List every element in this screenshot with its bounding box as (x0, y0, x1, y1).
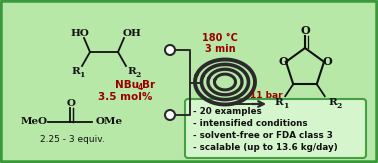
Text: 180 °C: 180 °C (202, 33, 238, 43)
Text: 2: 2 (336, 102, 341, 110)
Text: 11 bar: 11 bar (250, 91, 283, 101)
Text: HO: HO (71, 30, 90, 38)
Text: 1: 1 (283, 102, 288, 110)
Text: Br: Br (142, 80, 155, 90)
Text: - 20 examples: - 20 examples (193, 108, 262, 117)
Text: 3 min: 3 min (205, 44, 235, 54)
Text: 3.5 mol%: 3.5 mol% (98, 92, 152, 102)
FancyBboxPatch shape (185, 99, 366, 158)
Text: - intensified conditions: - intensified conditions (193, 119, 308, 128)
Text: MeO: MeO (21, 118, 48, 126)
Text: - solvent-free or FDA class 3: - solvent-free or FDA class 3 (193, 132, 333, 141)
Text: O: O (278, 56, 288, 67)
Text: - scalable (up to 13.6 kg/day): - scalable (up to 13.6 kg/day) (193, 143, 338, 153)
Text: R: R (275, 98, 284, 107)
Circle shape (165, 110, 175, 120)
Text: R: R (328, 98, 337, 107)
Text: OH: OH (122, 30, 141, 38)
Text: 1: 1 (79, 71, 85, 79)
Text: R: R (71, 67, 81, 76)
Text: 4: 4 (138, 83, 143, 92)
Text: OMe: OMe (96, 118, 123, 126)
Text: R: R (128, 67, 136, 76)
Text: 2.25 - 3 equiv.: 2.25 - 3 equiv. (40, 135, 104, 145)
Text: O: O (322, 56, 332, 67)
Text: O: O (300, 25, 310, 37)
Text: NBu: NBu (115, 80, 139, 90)
Text: 2: 2 (135, 71, 141, 79)
Circle shape (165, 45, 175, 55)
Text: O: O (67, 98, 76, 108)
